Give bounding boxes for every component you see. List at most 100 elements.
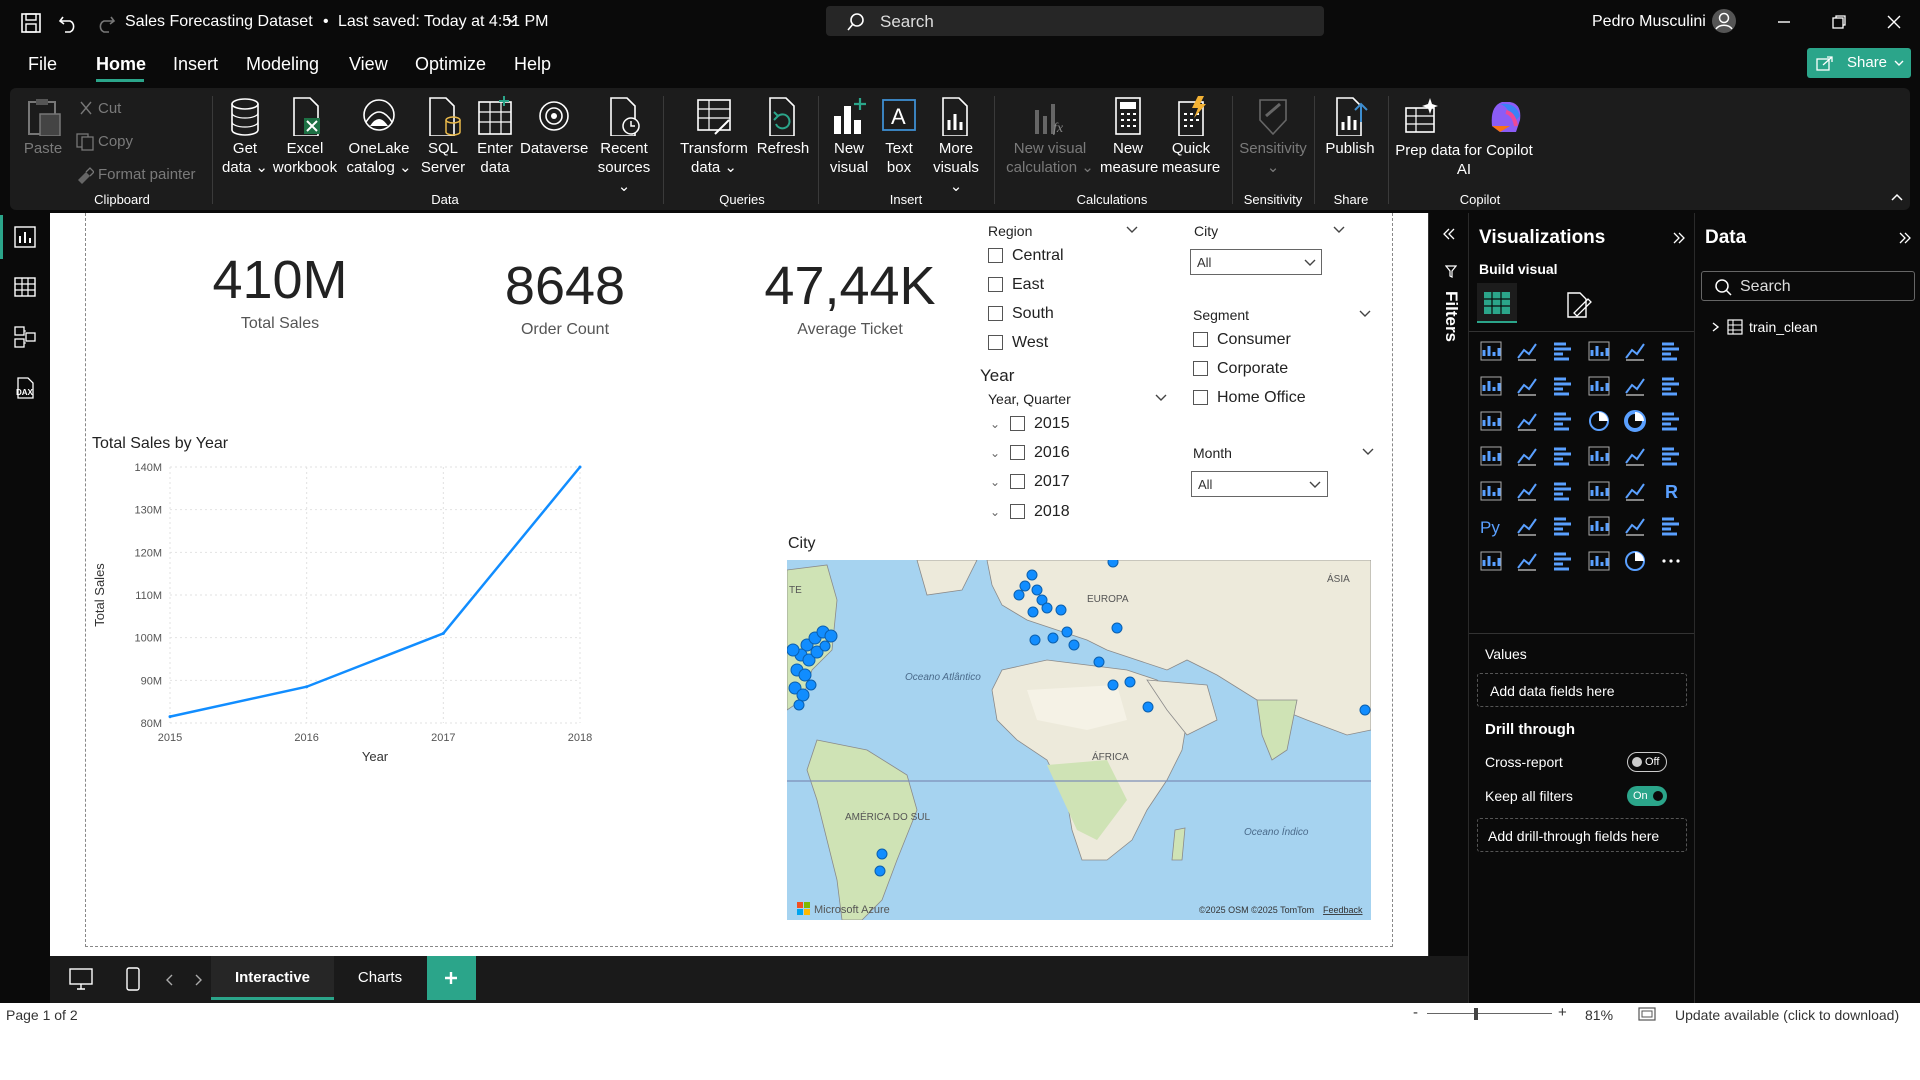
city-points[interactable] bbox=[787, 560, 1371, 877]
collapse-filters-icon[interactable] bbox=[1442, 227, 1456, 241]
line-column-visual-icon[interactable] bbox=[1623, 374, 1647, 398]
pie-visual-icon[interactable] bbox=[1587, 409, 1611, 433]
copy-label[interactable]: Copy bbox=[98, 133, 134, 150]
slicer-visual-icon[interactable] bbox=[1623, 479, 1647, 503]
area-visual-icon[interactable] bbox=[1515, 374, 1539, 398]
map-canvas[interactable]: Oceano Atlântico EUROPA ÁFRICA ÁSIA AMÉR… bbox=[787, 560, 1371, 920]
share-button[interactable]: Share bbox=[1807, 48, 1911, 78]
chevron-right-icon[interactable] bbox=[1711, 321, 1721, 333]
segment-item-consumer[interactable]: Consumer bbox=[1193, 331, 1291, 349]
update-available-link[interactable]: Update available (click to download) bbox=[1675, 1007, 1900, 1023]
region-item-east[interactable]: East bbox=[988, 276, 1044, 294]
menu-modeling[interactable]: Modeling bbox=[246, 54, 320, 74]
chevron-down-icon[interactable] bbox=[1358, 309, 1372, 319]
mobile-layout-icon[interactable] bbox=[124, 966, 142, 992]
city-dropdown[interactable]: All bbox=[1190, 249, 1322, 275]
card-number-visual-icon[interactable] bbox=[1659, 444, 1683, 468]
shape-map-visual-icon[interactable] bbox=[1587, 549, 1611, 573]
table-view-icon[interactable] bbox=[13, 275, 37, 299]
data-search-input[interactable]: Search bbox=[1701, 271, 1915, 301]
get-data-button[interactable]: Get data ⌄ bbox=[220, 96, 270, 177]
cut-icon[interactable] bbox=[78, 100, 94, 116]
menu-home[interactable]: Home bbox=[96, 54, 147, 74]
kpi-visual-icon[interactable] bbox=[1515, 479, 1539, 503]
cut-label[interactable]: Cut bbox=[98, 100, 122, 117]
menu-insert[interactable]: Insert bbox=[173, 54, 219, 74]
expand-pane-icon[interactable] bbox=[1897, 231, 1911, 245]
cross-report-toggle[interactable]: Off bbox=[1627, 752, 1667, 772]
checkbox[interactable] bbox=[988, 306, 1003, 322]
menu-optimize[interactable]: Optimize bbox=[415, 54, 487, 74]
stacked-column-visual-icon[interactable] bbox=[1515, 339, 1539, 363]
avatar-icon[interactable] bbox=[1711, 8, 1737, 34]
stacked-area-visual-icon[interactable] bbox=[1551, 374, 1575, 398]
filters-pane[interactable]: Filters bbox=[1428, 213, 1468, 956]
qa-visual-icon[interactable] bbox=[1587, 514, 1611, 538]
python-visual-visual-icon[interactable]: Py bbox=[1479, 514, 1503, 538]
donut-visual-icon[interactable] bbox=[1623, 409, 1647, 433]
save-icon[interactable] bbox=[20, 12, 42, 34]
year-item-2015[interactable]: ⌄ 2015 bbox=[990, 415, 1070, 433]
model-view-icon[interactable] bbox=[13, 325, 37, 349]
checkbox[interactable] bbox=[988, 335, 1003, 351]
more-visuals-button[interactable]: More visuals ⌄ bbox=[926, 96, 986, 196]
drill-through-well[interactable]: Add drill-through fields here bbox=[1477, 818, 1687, 852]
power-apps-visual-icon[interactable] bbox=[1515, 549, 1539, 573]
sql-server-button[interactable]: SQL Server bbox=[420, 96, 466, 177]
expand-chevron-icon[interactable]: ⌄ bbox=[990, 417, 1001, 431]
chevron-left-icon[interactable] bbox=[165, 974, 175, 986]
100-column-visual-icon[interactable] bbox=[1659, 339, 1683, 363]
zoom-out-button[interactable]: - bbox=[1413, 1004, 1418, 1021]
checkbox[interactable] bbox=[1010, 416, 1025, 432]
scatter-visual-icon[interactable] bbox=[1551, 409, 1575, 433]
user-name[interactable]: Pedro Musculini bbox=[1592, 13, 1706, 30]
table-item-train-clean[interactable]: train_clean bbox=[1711, 317, 1911, 339]
chevron-down-icon[interactable] bbox=[505, 15, 519, 25]
collapse-ribbon-icon[interactable] bbox=[1890, 192, 1904, 202]
desktop-layout-icon[interactable] bbox=[68, 966, 94, 992]
chevron-down-icon[interactable] bbox=[1125, 225, 1139, 235]
excel-workbook-button[interactable]: Excel workbook bbox=[272, 96, 338, 177]
publish-button[interactable]: Publish bbox=[1320, 96, 1380, 158]
paginated-visual-icon[interactable] bbox=[1659, 514, 1683, 538]
card-visual-icon[interactable] bbox=[1623, 444, 1647, 468]
keep-filters-toggle[interactable]: On bbox=[1627, 786, 1667, 806]
narrative-visual-icon[interactable] bbox=[1623, 514, 1647, 538]
clustered-bar-visual-icon[interactable] bbox=[1551, 339, 1575, 363]
checkbox[interactable] bbox=[1010, 474, 1025, 490]
onelake-catalog-button[interactable]: OneLake catalog ⌄ bbox=[346, 96, 412, 177]
gauge-visual-icon[interactable] bbox=[1587, 444, 1611, 468]
menu-view[interactable]: View bbox=[349, 54, 388, 74]
line-stacked-column-visual-icon[interactable] bbox=[1659, 374, 1683, 398]
expand-chevron-icon[interactable]: ⌄ bbox=[990, 475, 1001, 489]
undo-icon[interactable] bbox=[57, 12, 79, 34]
checkbox[interactable] bbox=[988, 248, 1003, 264]
checkbox[interactable] bbox=[1010, 504, 1025, 520]
year-item-2016[interactable]: ⌄ 2016 bbox=[990, 444, 1070, 462]
map-visual-icon[interactable] bbox=[1479, 444, 1503, 468]
100-bar-visual-icon[interactable] bbox=[1623, 339, 1647, 363]
matrix-visual-icon[interactable] bbox=[1587, 479, 1611, 503]
chevron-down-icon[interactable] bbox=[1361, 447, 1375, 457]
more-visuals-visual-icon[interactable] bbox=[1623, 549, 1647, 573]
power-automate-visual-icon[interactable] bbox=[1551, 549, 1575, 573]
decomposition-tree-visual-icon[interactable] bbox=[1551, 514, 1575, 538]
waterfall-visual-icon[interactable] bbox=[1479, 409, 1503, 433]
chevron-right-icon[interactable] bbox=[193, 974, 203, 986]
sensitivity-button[interactable]: Sensitivity ⌄ bbox=[1238, 96, 1308, 177]
restore-icon[interactable] bbox=[1831, 14, 1847, 30]
menu-help[interactable]: Help bbox=[514, 54, 552, 74]
format-painter-label[interactable]: Format painter bbox=[98, 166, 196, 183]
ribbon-visual-icon[interactable] bbox=[1587, 374, 1611, 398]
filled-map-visual-icon[interactable] bbox=[1515, 444, 1539, 468]
expand-chevron-icon[interactable]: ⌄ bbox=[990, 505, 1001, 519]
report-view-icon[interactable] bbox=[13, 225, 37, 249]
checkbox[interactable] bbox=[1193, 361, 1208, 377]
region-item-west[interactable]: West bbox=[988, 334, 1048, 352]
filters-label[interactable]: Filters bbox=[1442, 291, 1461, 343]
r-visual-visual-icon[interactable]: R bbox=[1659, 479, 1683, 503]
new-measure-button[interactable]: New measure bbox=[1100, 96, 1158, 177]
region-item-south[interactable]: South bbox=[988, 305, 1054, 323]
checkbox[interactable] bbox=[1010, 445, 1025, 461]
format-visual-icon[interactable] bbox=[1564, 291, 1592, 319]
